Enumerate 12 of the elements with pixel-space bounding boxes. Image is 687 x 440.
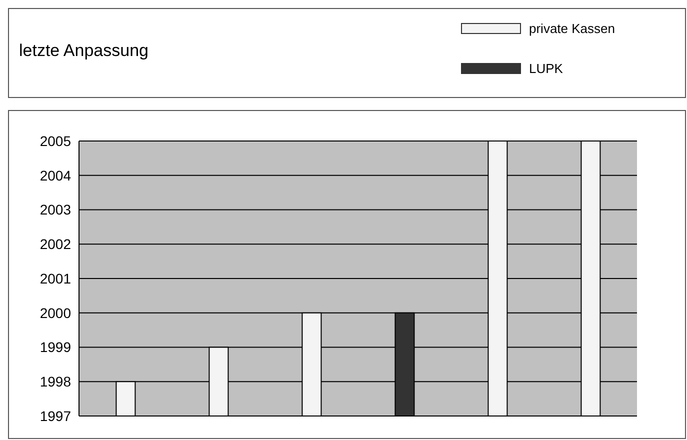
- legend-label: LUPK: [529, 60, 563, 76]
- y-tick-label: 2001: [40, 270, 72, 286]
- y-tick-label: 2002: [40, 236, 72, 252]
- y-tick-label: 2005: [40, 132, 72, 149]
- y-tick-label: 2003: [40, 202, 72, 218]
- y-tick-label: 2000: [40, 304, 72, 321]
- y-tick-label: 1999: [40, 339, 72, 356]
- chart-title: letzte Anpassung: [19, 41, 148, 61]
- y-tick-label: 1997: [40, 408, 72, 424]
- y-tick-label: 2004: [40, 167, 72, 184]
- legend-label: private Kassen: [529, 20, 615, 36]
- y-tick-label: 1998: [40, 374, 72, 390]
